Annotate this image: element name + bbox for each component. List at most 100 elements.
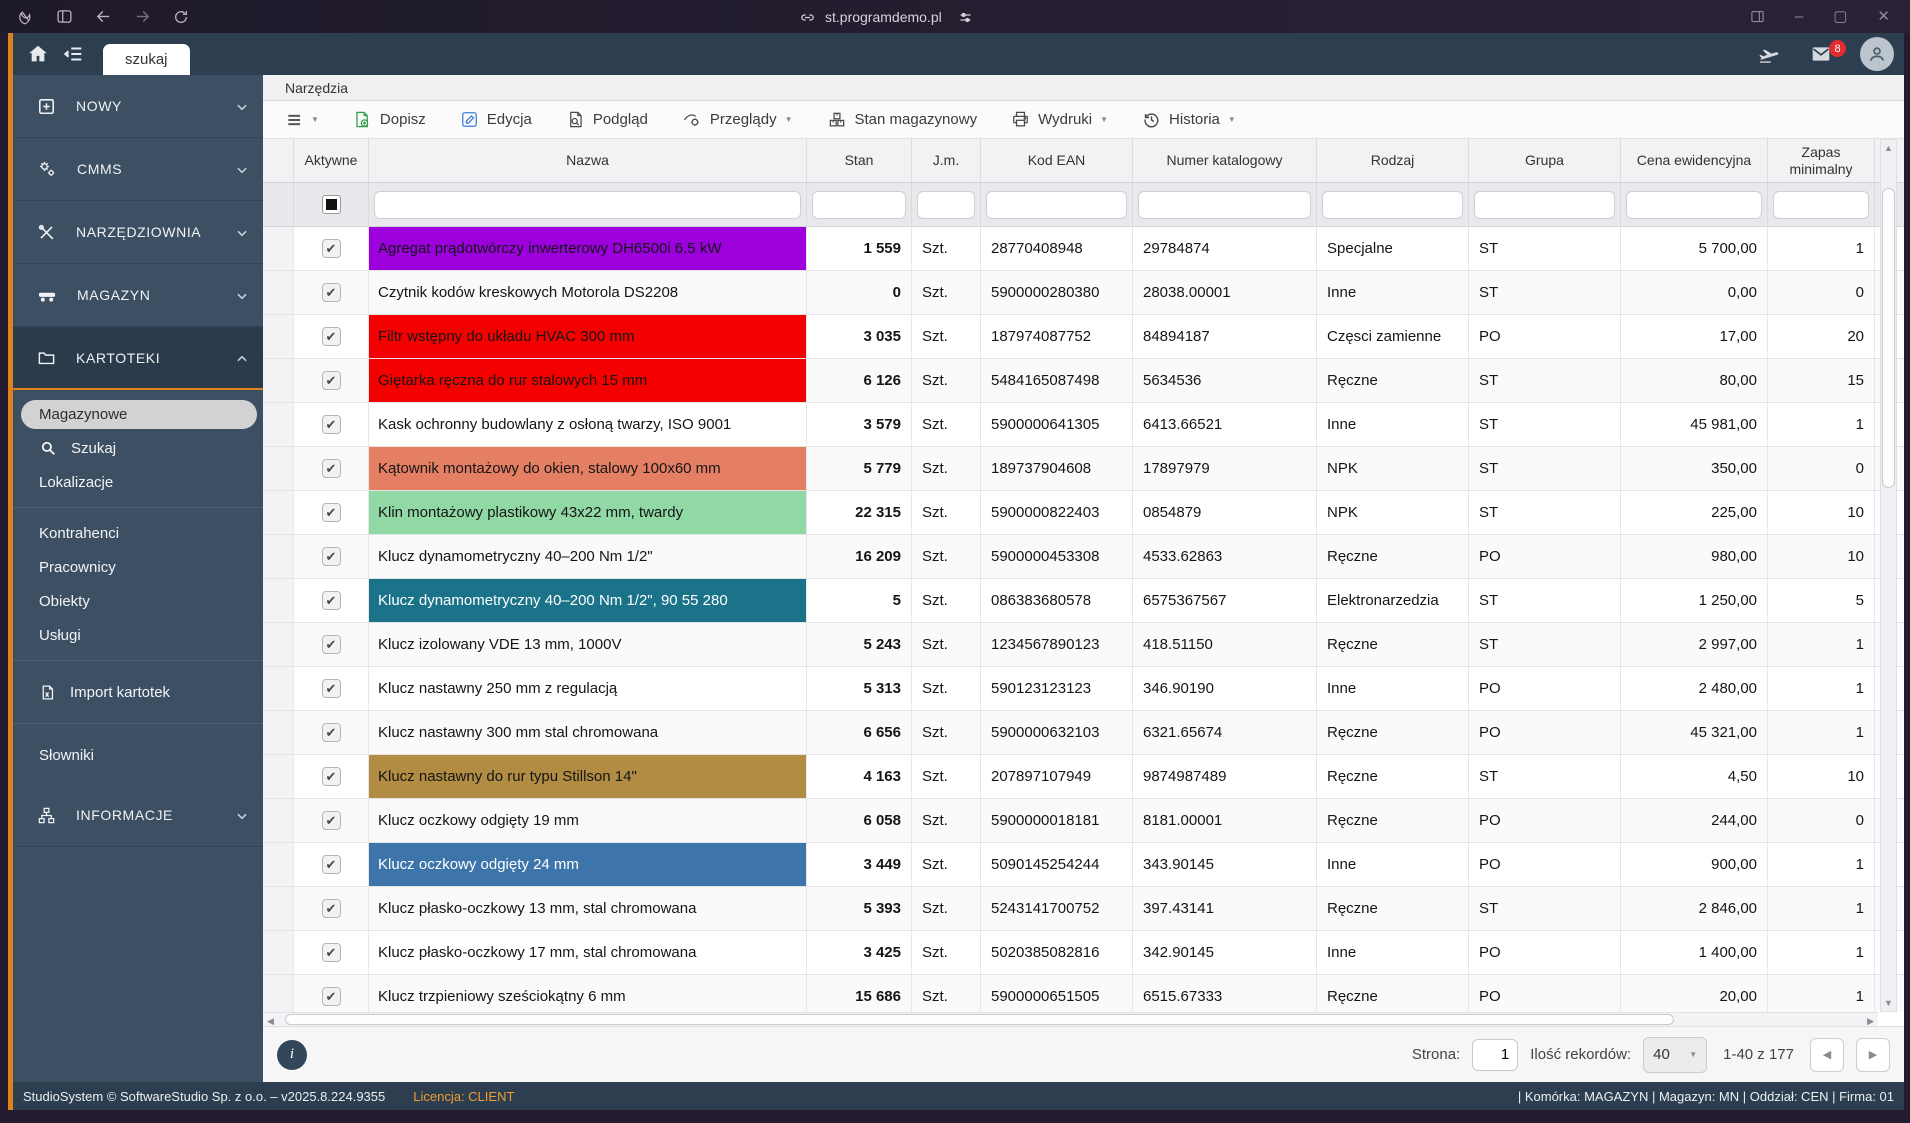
- filter-input-name[interactable]: [374, 191, 801, 219]
- row-active-checkbox[interactable]: ✔: [322, 591, 341, 610]
- row-active-checkbox[interactable]: ✔: [322, 987, 341, 1006]
- sidebar-item-magazyn[interactable]: MAGAZYN: [13, 264, 263, 327]
- vertical-scrollbar[interactable]: ▲ ▼: [1880, 139, 1897, 1012]
- filter-input-jm[interactable]: [917, 191, 975, 219]
- row-active-checkbox[interactable]: ✔: [322, 459, 341, 478]
- sidebar-item-słowniki[interactable]: Słowniki: [13, 732, 263, 778]
- table-row[interactable]: ✔Klucz nastawny do rur typu Stillson 14"…: [263, 755, 1904, 799]
- table-row[interactable]: ✔Kask ochronny budowlany z osłoną twarzy…: [263, 403, 1904, 447]
- row-active-checkbox[interactable]: ✔: [322, 855, 341, 874]
- home-icon[interactable]: [27, 43, 49, 65]
- page-size-select[interactable]: 40 ▼: [1643, 1037, 1707, 1073]
- tab-szukaj[interactable]: szukaj: [103, 44, 190, 75]
- row-active-checkbox[interactable]: ✔: [322, 327, 341, 346]
- sidebar-item-kartoteki[interactable]: KARTOTEKI: [13, 327, 263, 390]
- plane-icon[interactable]: [1756, 43, 1782, 65]
- table-row[interactable]: ✔Klucz nastawny 300 mm stal chromowana6 …: [263, 711, 1904, 755]
- table-row[interactable]: ✔Klucz izolowany VDE 13 mm, 1000V5 243Sz…: [263, 623, 1904, 667]
- prev-page-button[interactable]: ◀: [1810, 1038, 1844, 1072]
- sidebar-item-usługi[interactable]: Usługi: [13, 618, 263, 652]
- row-active-checkbox[interactable]: ✔: [322, 239, 341, 258]
- table-row[interactable]: ✔Klin montażowy plastikowy 43x22 mm, twa…: [263, 491, 1904, 535]
- table-row[interactable]: ✔Klucz trzpieniowy sześciokątny 6 mm15 6…: [263, 975, 1904, 1012]
- table-row[interactable]: ✔Klucz oczkowy odgięty 24 mm3 449Szt.509…: [263, 843, 1904, 887]
- row-active-checkbox[interactable]: ✔: [322, 635, 341, 654]
- sidebar-item-magazynowe[interactable]: Magazynowe: [21, 400, 257, 429]
- minimize-button[interactable]: –: [1795, 9, 1803, 24]
- column-header-ean[interactable]: Kod EAN: [981, 139, 1133, 182]
- table-row[interactable]: ✔Agregat prądotwórczy inwerterowy DH6500…: [263, 227, 1904, 271]
- scroll-down-icon[interactable]: ▼: [1884, 995, 1893, 1011]
- table-row[interactable]: ✔Klucz nastawny 250 mm z regulacją5 313S…: [263, 667, 1904, 711]
- row-active-checkbox[interactable]: ✔: [322, 283, 341, 302]
- sidebar-item-cmms[interactable]: CMMS: [13, 138, 263, 201]
- close-button[interactable]: ✕: [1877, 9, 1890, 24]
- toolbar-button-dopisz[interactable]: Dopisz: [353, 110, 426, 129]
- row-active-checkbox[interactable]: ✔: [322, 899, 341, 918]
- table-row[interactable]: ✔Kątownik montażowy do okien, stalowy 10…: [263, 447, 1904, 491]
- row-active-checkbox[interactable]: ✔: [322, 723, 341, 742]
- next-page-button[interactable]: ▶: [1856, 1038, 1890, 1072]
- horizontal-scrollbar[interactable]: ◀ ▶: [263, 1012, 1878, 1026]
- column-header-numer[interactable]: Numer katalogowy: [1133, 139, 1317, 182]
- info-button[interactable]: i: [277, 1040, 307, 1070]
- sidebar-item-lokalizacje[interactable]: Lokalizacje: [13, 465, 263, 499]
- collapse-menu-icon[interactable]: [63, 43, 85, 65]
- toolbar-button-historia[interactable]: Historia▼: [1142, 110, 1236, 129]
- row-active-checkbox[interactable]: ✔: [322, 371, 341, 390]
- column-header-rodzaj[interactable]: Rodzaj: [1317, 139, 1469, 182]
- table-row[interactable]: ✔Klucz płasko-oczkowy 17 mm, stal chromo…: [263, 931, 1904, 975]
- column-header-cena[interactable]: Cena ewidencyjna: [1621, 139, 1768, 182]
- reload-icon[interactable]: [173, 9, 189, 25]
- sidebar-item-informacje[interactable]: INFORMACJE: [13, 784, 263, 847]
- filter-input-zapas[interactable]: [1773, 191, 1869, 219]
- mail-icon[interactable]: 8: [1808, 44, 1834, 64]
- filter-input-stan[interactable]: [812, 191, 906, 219]
- table-row[interactable]: ✔Giętarka ręczna do rur stalowych 15 mm6…: [263, 359, 1904, 403]
- filter-input-rodzaj[interactable]: [1322, 191, 1463, 219]
- filter-input-grupa[interactable]: [1474, 191, 1615, 219]
- sidebar-item-kontrahenci[interactable]: Kontrahenci: [13, 516, 263, 550]
- filter-active-checkbox[interactable]: [322, 195, 341, 214]
- table-row[interactable]: ✔Czytnik kodów kreskowych Motorola DS220…: [263, 271, 1904, 315]
- vertical-scroll-thumb[interactable]: [1882, 188, 1895, 488]
- filter-input-cena[interactable]: [1626, 191, 1762, 219]
- tune-icon[interactable]: [958, 8, 973, 25]
- row-active-checkbox[interactable]: ✔: [322, 415, 341, 434]
- scroll-left-icon[interactable]: ◀: [267, 1013, 274, 1029]
- column-header-active[interactable]: Aktywne: [294, 139, 369, 182]
- row-active-checkbox[interactable]: ✔: [322, 767, 341, 786]
- column-header-jm[interactable]: J.m.: [912, 139, 981, 182]
- back-icon[interactable]: [95, 8, 112, 25]
- sidebar-item-narzędziownia[interactable]: NARZĘDZIOWNIA: [13, 201, 263, 264]
- user-avatar[interactable]: [1860, 37, 1894, 71]
- sidebar-item-import-kartotek[interactable]: Import kartotek: [13, 669, 263, 715]
- row-active-checkbox[interactable]: ✔: [322, 503, 341, 522]
- maximize-button[interactable]: ▢: [1833, 9, 1847, 24]
- filter-input-ean[interactable]: [986, 191, 1127, 219]
- sidebar-item-pracownicy[interactable]: Pracownicy: [13, 550, 263, 584]
- toolbar-button-przeglądy[interactable]: Przeglądy▼: [682, 110, 793, 130]
- sidebar-toggle-icon[interactable]: [56, 8, 73, 25]
- row-active-checkbox[interactable]: ✔: [322, 547, 341, 566]
- panel-icon[interactable]: [1750, 9, 1765, 24]
- toolbar-button-podgląd[interactable]: Podgląd: [566, 110, 648, 129]
- url-text[interactable]: st.programdemo.pl: [825, 9, 942, 25]
- page-input[interactable]: [1472, 1039, 1518, 1071]
- table-row[interactable]: ✔Klucz dynamometryczny 40–200 Nm 1/2"16 …: [263, 535, 1904, 579]
- toolbar-button-edycja[interactable]: Edycja: [460, 110, 532, 129]
- row-active-checkbox[interactable]: ✔: [322, 811, 341, 830]
- forward-icon[interactable]: [134, 8, 151, 25]
- row-active-checkbox[interactable]: ✔: [322, 679, 341, 698]
- table-row[interactable]: ✔Klucz oczkowy odgięty 19 mm6 058Szt.590…: [263, 799, 1904, 843]
- toolbar-button-wydruki[interactable]: Wydruki▼: [1011, 110, 1108, 129]
- toolbar-button-stan-magazynowy[interactable]: Stan magazynowy: [827, 110, 978, 130]
- horizontal-scroll-thumb[interactable]: [285, 1014, 1674, 1025]
- sidebar-item-obiekty[interactable]: Obiekty: [13, 584, 263, 618]
- column-header-stan[interactable]: Stan: [807, 139, 912, 182]
- table-row[interactable]: ✔Klucz płasko-oczkowy 13 mm, stal chromo…: [263, 887, 1904, 931]
- sidebar-item-nowy[interactable]: NOWY: [13, 75, 263, 138]
- table-row[interactable]: ✔Filtr wstępny do układu HVAC 300 mm3 03…: [263, 315, 1904, 359]
- column-header-grupa[interactable]: Grupa: [1469, 139, 1621, 182]
- filter-input-numer[interactable]: [1138, 191, 1311, 219]
